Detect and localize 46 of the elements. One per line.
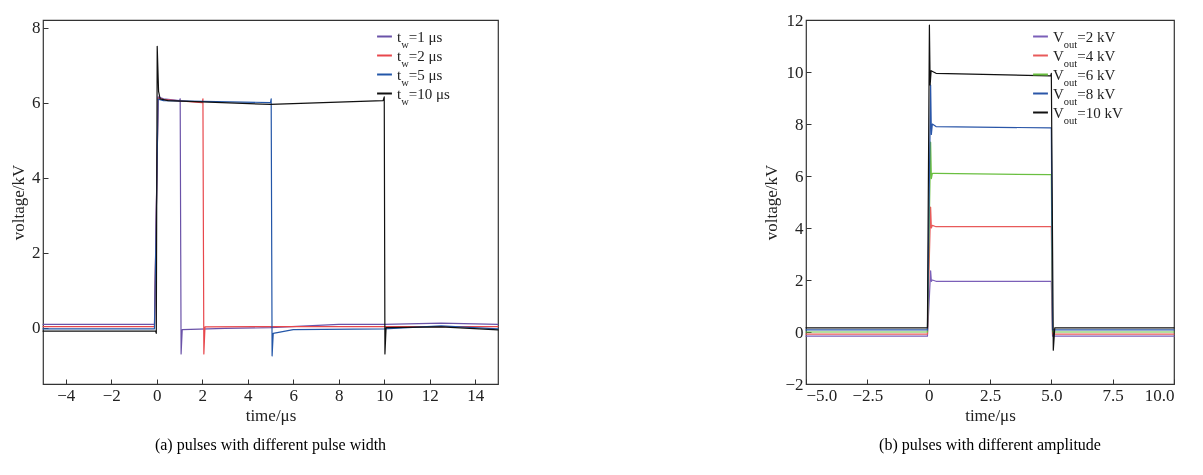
x-tick-label: 12 (421, 385, 439, 405)
legend-label: V$_{out}$=6 kV (1053, 66, 1116, 87)
legend-label: V$_{out}$=10 kV (1053, 104, 1123, 125)
x-tick-label: 6 (289, 385, 298, 405)
x-tick-label: −2.5 (852, 385, 884, 405)
x-tick-label: 10 (376, 385, 394, 405)
x-tick-label: 2 (198, 385, 207, 405)
text: (a) pulses with different pulse width (154, 436, 387, 454)
line-series (805, 24, 1175, 351)
x-tick-label: 8 (335, 385, 344, 405)
legend-label: t$_{w}$=1 μs (397, 28, 443, 49)
legend-label: t$_{w}$=2 μs (397, 47, 443, 68)
y-tick-label: 4 (32, 168, 41, 188)
x-tick-label: 4 (244, 385, 253, 405)
y-tick-label: 6 (795, 166, 804, 186)
legend-label: V$_{out}$=4 kV (1053, 47, 1116, 68)
legend-label: t$_{w}$=5 μs (397, 66, 443, 87)
y-tick-label: 0 (795, 322, 804, 342)
x-tick-label: 14 (467, 385, 485, 405)
legend-label: V$_{out}$=8 kV (1053, 85, 1116, 106)
x-tick-label: −4 (57, 385, 76, 405)
legend-label: t$_{w}$=10 μs (397, 85, 451, 106)
x-axis-title: time/μs (245, 405, 297, 425)
legend-label: V$_{out}$=2 kV (1053, 28, 1116, 49)
y-axis-title: voltage/kV (9, 164, 28, 241)
x-tick-label: 10.0 (1144, 385, 1175, 405)
text: (b) pulses with different amplitude (879, 436, 1101, 454)
x-tick-label: −5.0 (806, 385, 838, 405)
y-tick-label: 10 (786, 62, 804, 82)
x-tick-label: 2.5 (979, 385, 1002, 405)
x-tick-label: −2 (102, 385, 121, 405)
y-tick-label: 8 (795, 114, 804, 134)
y-tick-label: 0 (32, 318, 41, 338)
x-tick-label: 5.0 (1041, 385, 1063, 405)
y-tick-label: 12 (786, 10, 804, 30)
y-tick-label: 6 (32, 93, 41, 113)
x-tick-label: 7.5 (1102, 385, 1124, 405)
y-axis-title: voltage/kV (762, 164, 782, 241)
y-tick-label: 4 (795, 218, 804, 238)
y-tick-label: 2 (795, 270, 804, 290)
x-tick-label: 0 (924, 385, 934, 405)
y-tick-label: 2 (32, 243, 41, 263)
line-series (805, 270, 1175, 337)
y-tick-label: 8 (32, 18, 41, 38)
x-axis-title: time/μs (965, 405, 1016, 425)
x-tick-label: 0 (153, 385, 162, 405)
